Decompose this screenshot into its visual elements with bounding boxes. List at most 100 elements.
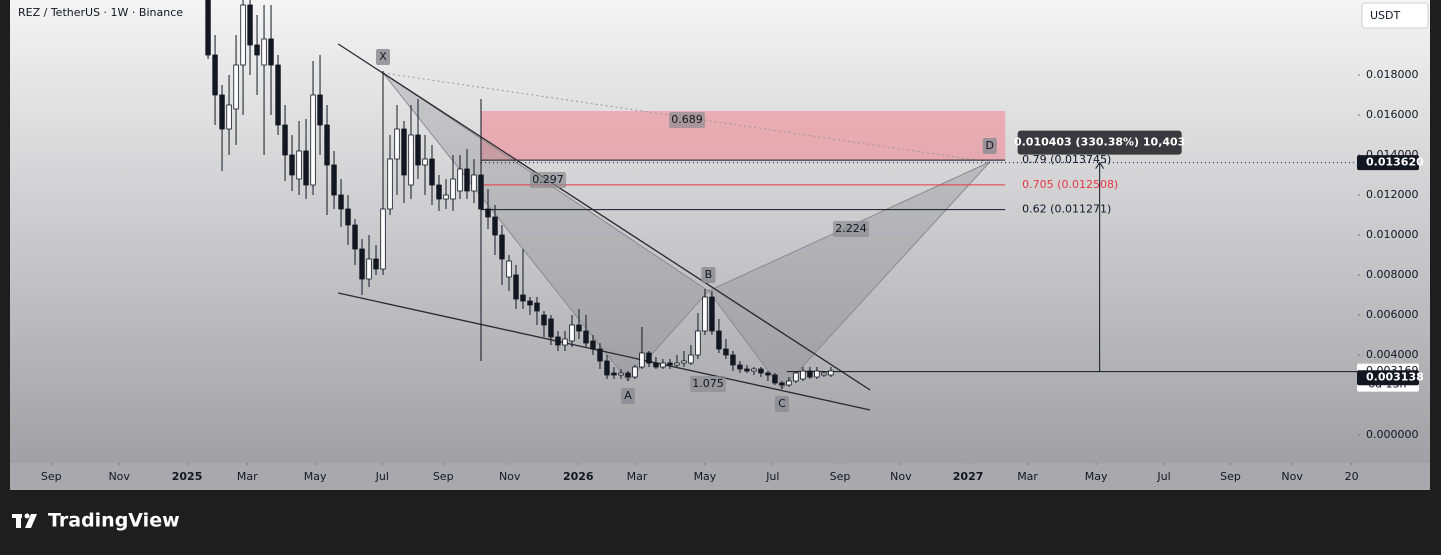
ratio-label: 0.297 xyxy=(532,173,564,186)
currency-label[interactable]: USDT xyxy=(1370,9,1401,22)
candle-body xyxy=(387,158,393,210)
candle-body xyxy=(751,368,757,372)
candle-body xyxy=(527,300,533,306)
candle-body xyxy=(233,64,239,110)
candle-body xyxy=(681,360,687,364)
candle-body xyxy=(800,370,806,380)
candle-body xyxy=(275,64,281,126)
candle-body xyxy=(807,370,813,378)
y-tick-label: 0.016000 xyxy=(1366,108,1419,121)
candle-body xyxy=(359,248,365,280)
candle-body xyxy=(688,354,694,364)
ratio-badge xyxy=(530,172,566,188)
candle-body xyxy=(506,260,512,278)
candle-body xyxy=(821,372,827,376)
candle-body xyxy=(625,372,631,378)
ratio-label: 2.224 xyxy=(835,222,867,235)
candle-body xyxy=(709,296,715,332)
point-label: C xyxy=(778,397,786,410)
candle-body xyxy=(737,364,743,370)
y-tick-label: 0.004000 xyxy=(1366,348,1419,361)
candle-body xyxy=(772,374,778,384)
candle-body xyxy=(562,338,568,346)
candle-body xyxy=(415,134,421,166)
x-tick-label: 2025 xyxy=(172,470,203,483)
x-tick-label: Sep xyxy=(41,470,62,483)
currency-button[interactable] xyxy=(1361,2,1429,29)
candle-body xyxy=(450,178,456,200)
y-tick-label: 0.012000 xyxy=(1366,188,1419,201)
x-tick-label: Sep xyxy=(830,470,851,483)
candle-body xyxy=(639,352,645,368)
candle-body xyxy=(513,274,519,300)
brand-logo xyxy=(12,513,37,528)
x-tick-label: Sep xyxy=(1220,470,1241,483)
point-label: B xyxy=(705,268,713,281)
candle-body xyxy=(583,330,589,344)
candle-body xyxy=(303,150,309,186)
candle-body xyxy=(597,348,603,362)
candle-body xyxy=(268,38,274,66)
candle-body xyxy=(464,168,470,192)
ratio-label: 1.075 xyxy=(692,377,724,390)
candle-body xyxy=(674,362,680,366)
point-label: A xyxy=(624,389,632,402)
candle-body xyxy=(492,216,498,236)
candle-body xyxy=(646,352,652,364)
candle-body xyxy=(534,302,540,312)
candle-body xyxy=(317,94,323,126)
x-tick-label: 2027 xyxy=(953,470,984,483)
candle-body xyxy=(779,382,785,386)
time-axis xyxy=(10,463,1430,490)
candle-body xyxy=(219,94,225,130)
candle-body xyxy=(373,258,379,270)
candle-body xyxy=(394,128,400,160)
measure-badge xyxy=(1017,130,1182,155)
candle-body xyxy=(289,154,295,176)
x-tick-label: Mar xyxy=(1017,470,1038,483)
x-tick-label: May xyxy=(304,470,327,483)
y-tick-label: 0.000000 xyxy=(1366,428,1419,441)
point-badge xyxy=(701,267,716,283)
supply-zone xyxy=(480,111,1006,161)
candle-body xyxy=(611,372,617,376)
symbol-title: REZ / TetherUS · 1W · Binance xyxy=(18,6,183,19)
x-tick-label: Mar xyxy=(627,470,648,483)
fib-label: 0.62 (0.011271) xyxy=(1022,203,1111,216)
candle-body xyxy=(765,372,771,376)
candle-body xyxy=(408,134,414,186)
x-tick-label: Mar xyxy=(237,470,258,483)
overlay: 0.79 (0.013745) 0.705 (0.012508) 0.62 (0.0… xyxy=(41,49,1424,483)
candle-body xyxy=(541,314,547,326)
y-tick-label: 0.006000 xyxy=(1366,308,1419,321)
fib-label: 0.79 (0.013745) xyxy=(1022,153,1111,166)
candle-body xyxy=(786,380,792,386)
candle-body xyxy=(758,368,764,374)
candle-body xyxy=(296,150,302,180)
candle-body xyxy=(667,362,673,366)
candle-body xyxy=(247,4,253,46)
candle-body xyxy=(499,234,505,260)
x-tick-label: 2026 xyxy=(563,470,594,483)
candle-body xyxy=(828,370,834,376)
x-tick-label: Nov xyxy=(108,470,130,483)
candle-body xyxy=(226,104,232,130)
x-tick-label: Nov xyxy=(1281,470,1303,483)
candle-body xyxy=(324,124,330,166)
candle-body xyxy=(366,258,372,280)
x-tick-label: Jul xyxy=(375,470,389,483)
ratio-label: 0.689 xyxy=(671,113,703,126)
candle-body xyxy=(478,174,484,210)
price-badge xyxy=(1357,155,1419,171)
brand: TradingView xyxy=(48,510,180,532)
point-badge xyxy=(620,388,635,404)
point-badge xyxy=(982,138,997,154)
price-badge xyxy=(1357,370,1419,386)
candle-body xyxy=(212,54,218,96)
x-tick-label: Jul xyxy=(765,470,779,483)
trendline xyxy=(338,292,871,411)
candle-body xyxy=(695,330,701,356)
candle-body xyxy=(352,224,358,250)
x-tick-label: Sep xyxy=(433,470,454,483)
